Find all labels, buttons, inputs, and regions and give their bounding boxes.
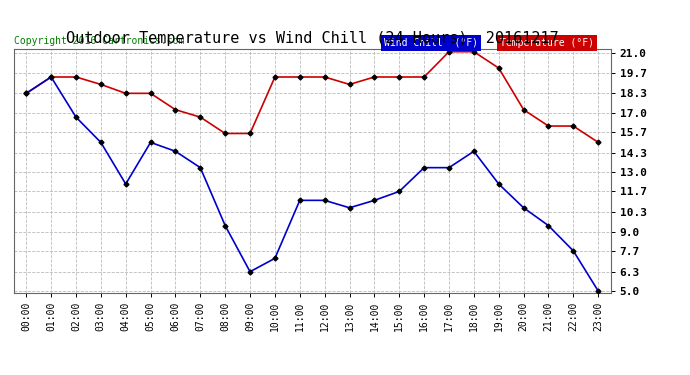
Text: Wind Chill  (°F): Wind Chill (°F) (384, 38, 478, 48)
Title: Outdoor Temperature vs Wind Chill (24 Hours)  20161217: Outdoor Temperature vs Wind Chill (24 Ho… (66, 31, 559, 46)
Text: Temperature (°F): Temperature (°F) (500, 38, 594, 48)
Text: Copyright 2016 Cartronics.com: Copyright 2016 Cartronics.com (14, 36, 184, 46)
